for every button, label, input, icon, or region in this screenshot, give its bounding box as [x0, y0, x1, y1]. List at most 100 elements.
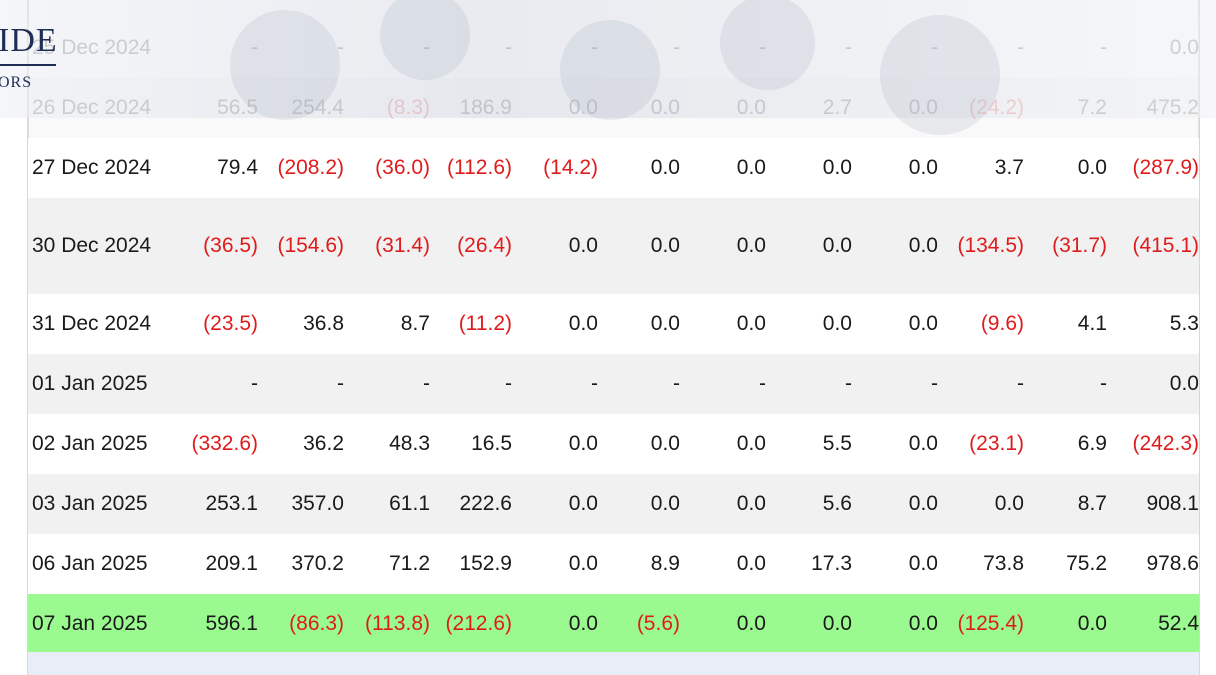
flow-cell: 0.0 [1024, 594, 1107, 654]
flow-cell: - [512, 354, 598, 414]
flow-cell: - [344, 18, 430, 78]
flow-cell: 0.0 [766, 294, 852, 354]
flow-cell: 0.0 [852, 198, 938, 294]
table-footer-band [28, 652, 1199, 675]
flow-cell: 0.0 [680, 78, 766, 138]
table-row: 01 Jan 2025- - - - - - - - - - -0.0 [28, 354, 1199, 414]
flow-cell: 0.0 [852, 534, 938, 594]
flow-cell: - [852, 18, 938, 78]
table-row: 25 Dec 2024- - - - - - - - - - -0.0 [28, 18, 1199, 78]
flow-cell: 0.0 [852, 138, 938, 198]
flow-cell: 0.0 [680, 534, 766, 594]
flow-cell: 7.2 [1024, 78, 1107, 138]
flow-cell: 0.0 [680, 594, 766, 654]
table-row: 30 Dec 2024 (36.5) (154.6) (31.4) (26.4) 0.0 0… [28, 198, 1199, 294]
flow-cell: 253.1 [179, 474, 258, 534]
logo-subtitle: ORS [0, 74, 33, 91]
flow-cell: 8.9 [598, 534, 680, 594]
flow-cell: 0.0 [680, 414, 766, 474]
flow-cell: - [1024, 18, 1107, 78]
flow-cell: (31.4) [344, 198, 430, 294]
flow-cell: - [938, 354, 1024, 414]
flow-cell: 209.1 [179, 534, 258, 594]
flow-cell: (125.4) [938, 594, 1024, 654]
flow-cell: 0.0 [512, 294, 598, 354]
flow-cell: (242.3) [1107, 414, 1199, 474]
flow-cell: - [430, 354, 512, 414]
row-date: 27 Dec 2024 [28, 138, 179, 198]
flow-cell: 0.0 [766, 198, 852, 294]
flow-cell: 0.0 [852, 594, 938, 654]
flow-cell: 0.0 [680, 474, 766, 534]
flow-cell: 52.4 [1107, 594, 1199, 654]
flow-cell: (113.8) [344, 594, 430, 654]
flow-cell: - [1024, 354, 1107, 414]
flow-cell: (14.2) [512, 138, 598, 198]
flow-cell: 0.0 [512, 78, 598, 138]
flow-cell: 4.1 [1024, 294, 1107, 354]
flow-cell: - [852, 354, 938, 414]
flow-cell: 0.0 [1107, 18, 1199, 78]
table-row: 07 Jan 2025 596.1 (86.3) (113.8) (212.6) 0.0(… [28, 594, 1199, 654]
flow-cell: 17.3 [766, 534, 852, 594]
flow-cell: 61.1 [344, 474, 430, 534]
flow-cell: 0.0 [852, 294, 938, 354]
flow-cell: 357.0 [258, 474, 344, 534]
table-row: 06 Jan 2025 209.1 370.2 71.2 152.9 0.0 8.9 0.0 1… [28, 534, 1199, 594]
flow-cell: 370.2 [258, 534, 344, 594]
flow-cell: 0.0 [766, 138, 852, 198]
flow-cell: (212.6) [430, 594, 512, 654]
flow-cell: 2.7 [766, 78, 852, 138]
flow-cell: (415.1) [1107, 198, 1199, 294]
row-date: 03 Jan 2025 [28, 474, 179, 534]
flow-cell: - [258, 18, 344, 78]
flow-cell: - [179, 354, 258, 414]
table-body: 25 Dec 2024- - - - - - - - - - -0.0 26 Dec 2024 56.5… [28, 18, 1199, 654]
flow-cell: 0.0 [512, 594, 598, 654]
flow-cell: 475.2 [1107, 78, 1199, 138]
flow-cell: 0.0 [680, 198, 766, 294]
flow-cell: 0.0 [852, 414, 938, 474]
flow-cell: 186.9 [430, 78, 512, 138]
flow-cell: - [430, 18, 512, 78]
flow-cell: 75.2 [1024, 534, 1107, 594]
row-date: 31 Dec 2024 [28, 294, 179, 354]
flow-cell: 0.0 [512, 414, 598, 474]
flow-cell: 8.7 [344, 294, 430, 354]
flow-cell: - [680, 18, 766, 78]
flow-cell: 0.0 [1107, 354, 1199, 414]
row-date: 07 Jan 2025 [28, 594, 179, 654]
flow-cell: 16.5 [430, 414, 512, 474]
flow-cell: (287.9) [1107, 138, 1199, 198]
flow-cell: 152.9 [430, 534, 512, 594]
flow-cell: (112.6) [430, 138, 512, 198]
flow-cell: 36.2 [258, 414, 344, 474]
row-date: 30 Dec 2024 [28, 198, 179, 294]
flow-cell: 0.0 [598, 78, 680, 138]
flow-cell: 48.3 [344, 414, 430, 474]
flow-cell: 0.0 [598, 198, 680, 294]
table-row: 02 Jan 2025 (332.6) 36.2 48.3 16.5 0.0 0.0 0.0 5… [28, 414, 1199, 474]
flow-cell: (332.6) [179, 414, 258, 474]
table-row: 03 Jan 2025 253.1 357.0 61.1 222.6 0.0 0.0 0.0 5… [28, 474, 1199, 534]
flow-cell: 0.0 [852, 78, 938, 138]
flow-cell: 0.0 [598, 414, 680, 474]
flow-cell: 908.1 [1107, 474, 1199, 534]
flow-cell: 79.4 [179, 138, 258, 198]
flow-cell: 0.0 [680, 294, 766, 354]
flow-cell: (36.5) [179, 198, 258, 294]
flow-cell: 0.0 [598, 474, 680, 534]
table-row: 26 Dec 2024 56.5 254.4 (8.3) 186.9 0.0 0.0 0.0 2… [28, 78, 1199, 138]
flow-cell: (208.2) [258, 138, 344, 198]
flow-cell: 5.6 [766, 474, 852, 534]
flow-cell: (11.2) [430, 294, 512, 354]
flow-cell: 73.8 [938, 534, 1024, 594]
flow-cell: (5.6) [598, 594, 680, 654]
flow-cell: - [766, 354, 852, 414]
flow-cell: 0.0 [512, 474, 598, 534]
company-logo[interactable]: IDE ORS [0, 22, 60, 102]
flow-cell: (31.7) [1024, 198, 1107, 294]
flow-cell: 3.7 [938, 138, 1024, 198]
logo-rule [0, 64, 56, 66]
